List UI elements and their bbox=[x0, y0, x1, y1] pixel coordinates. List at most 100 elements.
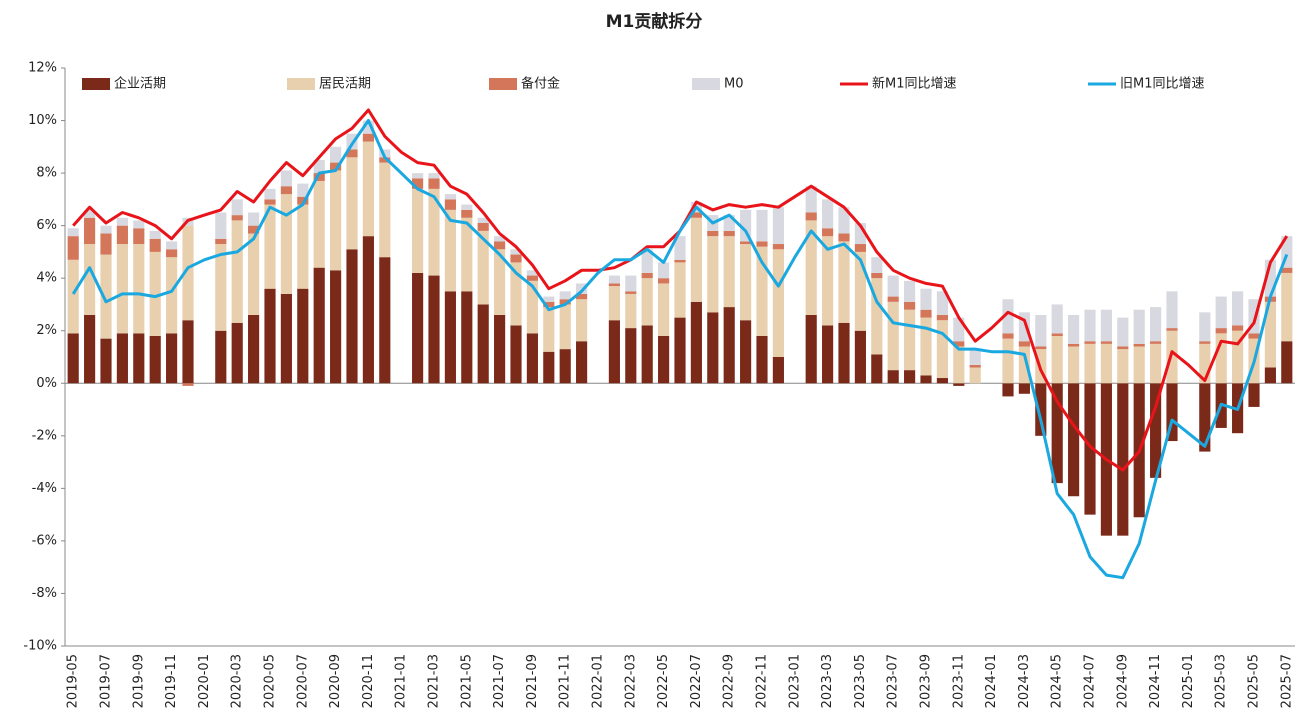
bar-segment bbox=[658, 335, 670, 384]
bar-segment bbox=[822, 199, 834, 229]
bar-segment bbox=[543, 351, 555, 384]
bar-segment bbox=[576, 283, 588, 294]
bar-segment bbox=[1232, 330, 1244, 384]
bar-segment bbox=[526, 270, 538, 276]
bar-segment bbox=[280, 293, 292, 384]
bar-segment bbox=[330, 162, 342, 171]
legend-label: M0 bbox=[724, 77, 744, 92]
bar-segment bbox=[1002, 299, 1014, 334]
bar-segment bbox=[1002, 338, 1014, 384]
bar-segment bbox=[215, 238, 227, 245]
bar-segment bbox=[936, 320, 948, 379]
bar-segment bbox=[641, 249, 653, 273]
bar-segment bbox=[133, 244, 145, 334]
bar-segment bbox=[805, 212, 817, 221]
bar-segment bbox=[1084, 343, 1096, 384]
bar-segment bbox=[1150, 307, 1162, 342]
bar-segment bbox=[428, 178, 440, 189]
bar-segment bbox=[625, 275, 637, 292]
x-tick-label: 2023-03 bbox=[820, 654, 835, 708]
bar-segment bbox=[494, 314, 506, 384]
bar-segment bbox=[1068, 314, 1080, 344]
bar-segment bbox=[494, 241, 506, 250]
bar-segment bbox=[330, 270, 342, 384]
bar-segment bbox=[953, 383, 965, 386]
legend-swatch bbox=[489, 78, 517, 90]
bar-segment bbox=[1281, 341, 1293, 384]
bar-segment bbox=[280, 170, 292, 187]
bar-segment bbox=[1215, 333, 1227, 384]
x-tick-label: 2021-01 bbox=[394, 654, 409, 708]
y-tick-label: 4% bbox=[36, 271, 57, 286]
bar-segment bbox=[625, 291, 637, 294]
bar-segment bbox=[100, 233, 112, 255]
bar-segment bbox=[215, 244, 227, 331]
bar-segment bbox=[362, 141, 374, 237]
bar-segment bbox=[346, 149, 358, 158]
bar-segment bbox=[904, 370, 916, 384]
bar-segment bbox=[920, 309, 932, 318]
bar-segment bbox=[428, 275, 440, 384]
x-tick-label: 2024-03 bbox=[1017, 654, 1032, 708]
bar-segment bbox=[953, 317, 965, 342]
x-tick-label: 2025-03 bbox=[1214, 654, 1229, 708]
bar-segment bbox=[740, 209, 752, 242]
bar-segment bbox=[543, 307, 555, 352]
bar-segment bbox=[576, 293, 588, 300]
bar-segment bbox=[428, 188, 440, 276]
bar-segment bbox=[1117, 349, 1129, 384]
x-tick-label: 2023-09 bbox=[919, 654, 934, 708]
bar-segment bbox=[461, 291, 473, 384]
legend-label: 备付金 bbox=[521, 76, 560, 92]
x-tick-label: 2022-05 bbox=[656, 654, 671, 708]
bar-segment bbox=[1166, 291, 1178, 329]
bar-segment bbox=[248, 212, 260, 226]
bar-segment bbox=[510, 249, 522, 255]
y-tick-label: 8% bbox=[36, 166, 57, 181]
bar-segment bbox=[1150, 383, 1162, 478]
bar-segment bbox=[871, 278, 883, 355]
x-tick-label: 2019-11 bbox=[164, 654, 179, 708]
bar-segment bbox=[1264, 367, 1276, 384]
x-tick-label: 2024-05 bbox=[1050, 654, 1065, 708]
bar-segment bbox=[641, 325, 653, 384]
bar-segment bbox=[1051, 333, 1063, 336]
bar-segment bbox=[412, 272, 424, 384]
bar-segment bbox=[658, 278, 670, 284]
bar-segment bbox=[1150, 343, 1162, 384]
bar-segment bbox=[67, 259, 79, 334]
bar-segment bbox=[1133, 343, 1145, 347]
bar-segment bbox=[231, 215, 243, 221]
bar-segment bbox=[1133, 346, 1145, 384]
bar-segment bbox=[1018, 346, 1030, 384]
bar-segment bbox=[1084, 309, 1096, 342]
bar-segment bbox=[838, 322, 850, 384]
bar-segment bbox=[231, 199, 243, 216]
bar-segment bbox=[182, 320, 194, 384]
bar-segment bbox=[526, 275, 538, 281]
bar-segment bbox=[346, 133, 358, 150]
x-tick-label: 2023-07 bbox=[886, 654, 901, 708]
bar-segment bbox=[723, 215, 735, 231]
bar-segment bbox=[166, 257, 178, 334]
bar-segment bbox=[297, 288, 309, 384]
bar-segment bbox=[707, 236, 719, 313]
x-tick-label: 2021-11 bbox=[558, 654, 573, 708]
x-tick-label: 2021-09 bbox=[525, 654, 540, 708]
y-tick-label: 10% bbox=[28, 113, 57, 128]
bar-segment bbox=[822, 236, 834, 326]
bar-segment bbox=[936, 314, 948, 321]
bar-segment bbox=[494, 249, 506, 315]
bar-segment bbox=[740, 320, 752, 384]
x-tick-label: 2020-07 bbox=[295, 654, 310, 708]
bar-segment bbox=[166, 249, 178, 258]
bar-segment bbox=[1018, 312, 1030, 342]
bar-segment bbox=[690, 217, 702, 302]
bar-segment bbox=[838, 241, 850, 323]
x-tick-label: 2024-07 bbox=[1083, 654, 1098, 708]
bar-segment bbox=[1166, 330, 1178, 384]
bar-segment bbox=[723, 307, 735, 384]
bar-segment bbox=[297, 204, 309, 289]
y-tick-label: -10% bbox=[23, 639, 57, 654]
bar-segment bbox=[313, 159, 325, 174]
